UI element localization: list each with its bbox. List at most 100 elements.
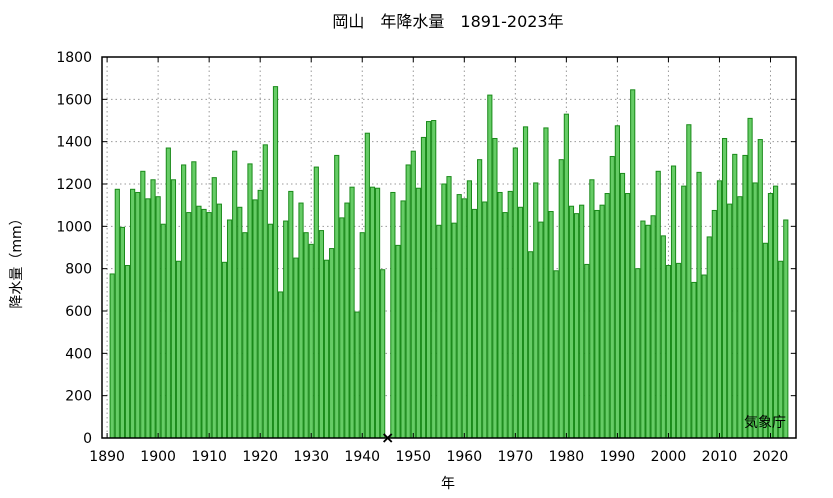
bar-1993 <box>630 89 636 439</box>
bar-1931 <box>313 166 319 439</box>
bar-1991 <box>619 172 626 439</box>
bar-1967 <box>497 191 503 439</box>
bar-1980 <box>563 113 569 439</box>
y-tick-label: 600 <box>65 304 92 320</box>
bar-1929 <box>303 232 309 439</box>
x-axis-title: 年 <box>441 476 455 492</box>
bar-1899 <box>150 179 156 439</box>
bar-1904 <box>175 260 182 439</box>
x-tick-label: 1900 <box>140 449 176 465</box>
x-tick-label: 1970 <box>498 449 534 465</box>
bar-1952 <box>420 136 427 439</box>
bar-1906 <box>186 212 192 439</box>
bar-1900 <box>155 196 161 439</box>
bar-1976 <box>543 127 549 439</box>
bar-1910 <box>206 212 212 439</box>
bar-1982 <box>573 213 580 439</box>
bar-2023 <box>783 219 789 439</box>
bar-1926 <box>288 190 294 439</box>
bar-1964 <box>482 201 488 439</box>
bar-1958 <box>451 222 457 439</box>
bar-1960 <box>461 198 467 439</box>
bar-1938 <box>349 186 355 439</box>
bar-1914 <box>226 219 233 439</box>
bar-2014 <box>737 196 743 439</box>
bar-1948 <box>400 200 406 439</box>
bar-1949 <box>405 164 411 439</box>
bar-1985 <box>589 179 595 439</box>
bar-1954 <box>431 120 437 439</box>
y-tick-label: 400 <box>65 346 92 362</box>
bar-1973 <box>528 251 534 439</box>
bar-1897 <box>140 170 146 439</box>
bar-1933 <box>323 259 330 439</box>
bar-1920 <box>257 189 263 439</box>
bar-1937 <box>344 202 350 439</box>
bar-1916 <box>237 206 243 439</box>
x-tick-label: 2010 <box>702 449 738 465</box>
bar-1974 <box>533 182 539 439</box>
bar-2012 <box>727 203 733 439</box>
bar-2006 <box>696 171 702 439</box>
bar-1898 <box>145 198 151 439</box>
bar-1984 <box>584 263 590 439</box>
x-tick-label: 1950 <box>395 449 431 465</box>
x-axis-ticks: 1890 1900 1910 1920 1930 1940 1950 1960 1970 1980… <box>89 57 788 465</box>
bar-1905 <box>181 164 187 439</box>
bar-1903 <box>170 179 177 439</box>
bar-2017 <box>752 182 758 439</box>
bar-2013 <box>732 153 738 439</box>
bar-1941 <box>364 132 370 439</box>
bar-1942 <box>369 186 376 439</box>
y-tick-label: 1200 <box>56 177 92 193</box>
x-tick-label: 1890 <box>89 449 125 465</box>
x-tick-label: 2000 <box>651 449 687 465</box>
bar-1909 <box>201 208 207 439</box>
bar-2008 <box>706 236 712 439</box>
bar-1908 <box>196 205 202 439</box>
bar-1989 <box>609 155 615 439</box>
bar-1971 <box>517 206 524 439</box>
bar-1924 <box>278 291 284 439</box>
bar-1959 <box>456 194 462 439</box>
y-tick-label: 1400 <box>56 135 92 151</box>
y-tick-label: 800 <box>65 262 92 278</box>
bar-1901 <box>160 223 166 439</box>
y-axis-title: 降水量（mm） <box>9 211 25 308</box>
bar-1912 <box>216 203 222 439</box>
x-tick-label: 1920 <box>242 449 278 465</box>
x-tick-label: 2020 <box>753 449 789 465</box>
bar-1992 <box>625 193 631 439</box>
y-axis-ticks: 0 200 400 600 800 1000 1200 1400 1600 1800 <box>56 50 796 447</box>
y-tick-label: 200 <box>65 389 92 405</box>
bar-1995 <box>640 220 646 439</box>
bar-1950 <box>410 150 416 439</box>
bar-1925 <box>283 220 289 439</box>
bar-1969 <box>507 190 513 439</box>
bar-1988 <box>604 193 610 439</box>
bar-1981 <box>568 205 575 439</box>
bar-1934 <box>329 248 335 439</box>
y-tick-label: 1800 <box>56 50 92 66</box>
bar-1956 <box>441 183 447 439</box>
bar-1918 <box>247 163 253 439</box>
bar-1911 <box>211 177 217 439</box>
bar-2003 <box>681 185 687 439</box>
bar-1917 <box>242 232 248 439</box>
bar-1923 <box>272 86 279 439</box>
bar-2005 <box>691 281 697 439</box>
bar-1927 <box>293 257 299 439</box>
bar-2015 <box>742 154 748 439</box>
bar-1953 <box>426 121 432 439</box>
bar-1915 <box>232 150 238 439</box>
plot-frame <box>101 56 797 439</box>
bar-1968 <box>502 212 508 439</box>
bar-1966 <box>492 137 498 439</box>
bar-1891 <box>109 273 115 439</box>
bar-1947 <box>395 244 401 439</box>
bar-1944 <box>380 269 386 439</box>
bar-2009 <box>711 209 717 439</box>
bar-1936 <box>339 217 345 439</box>
